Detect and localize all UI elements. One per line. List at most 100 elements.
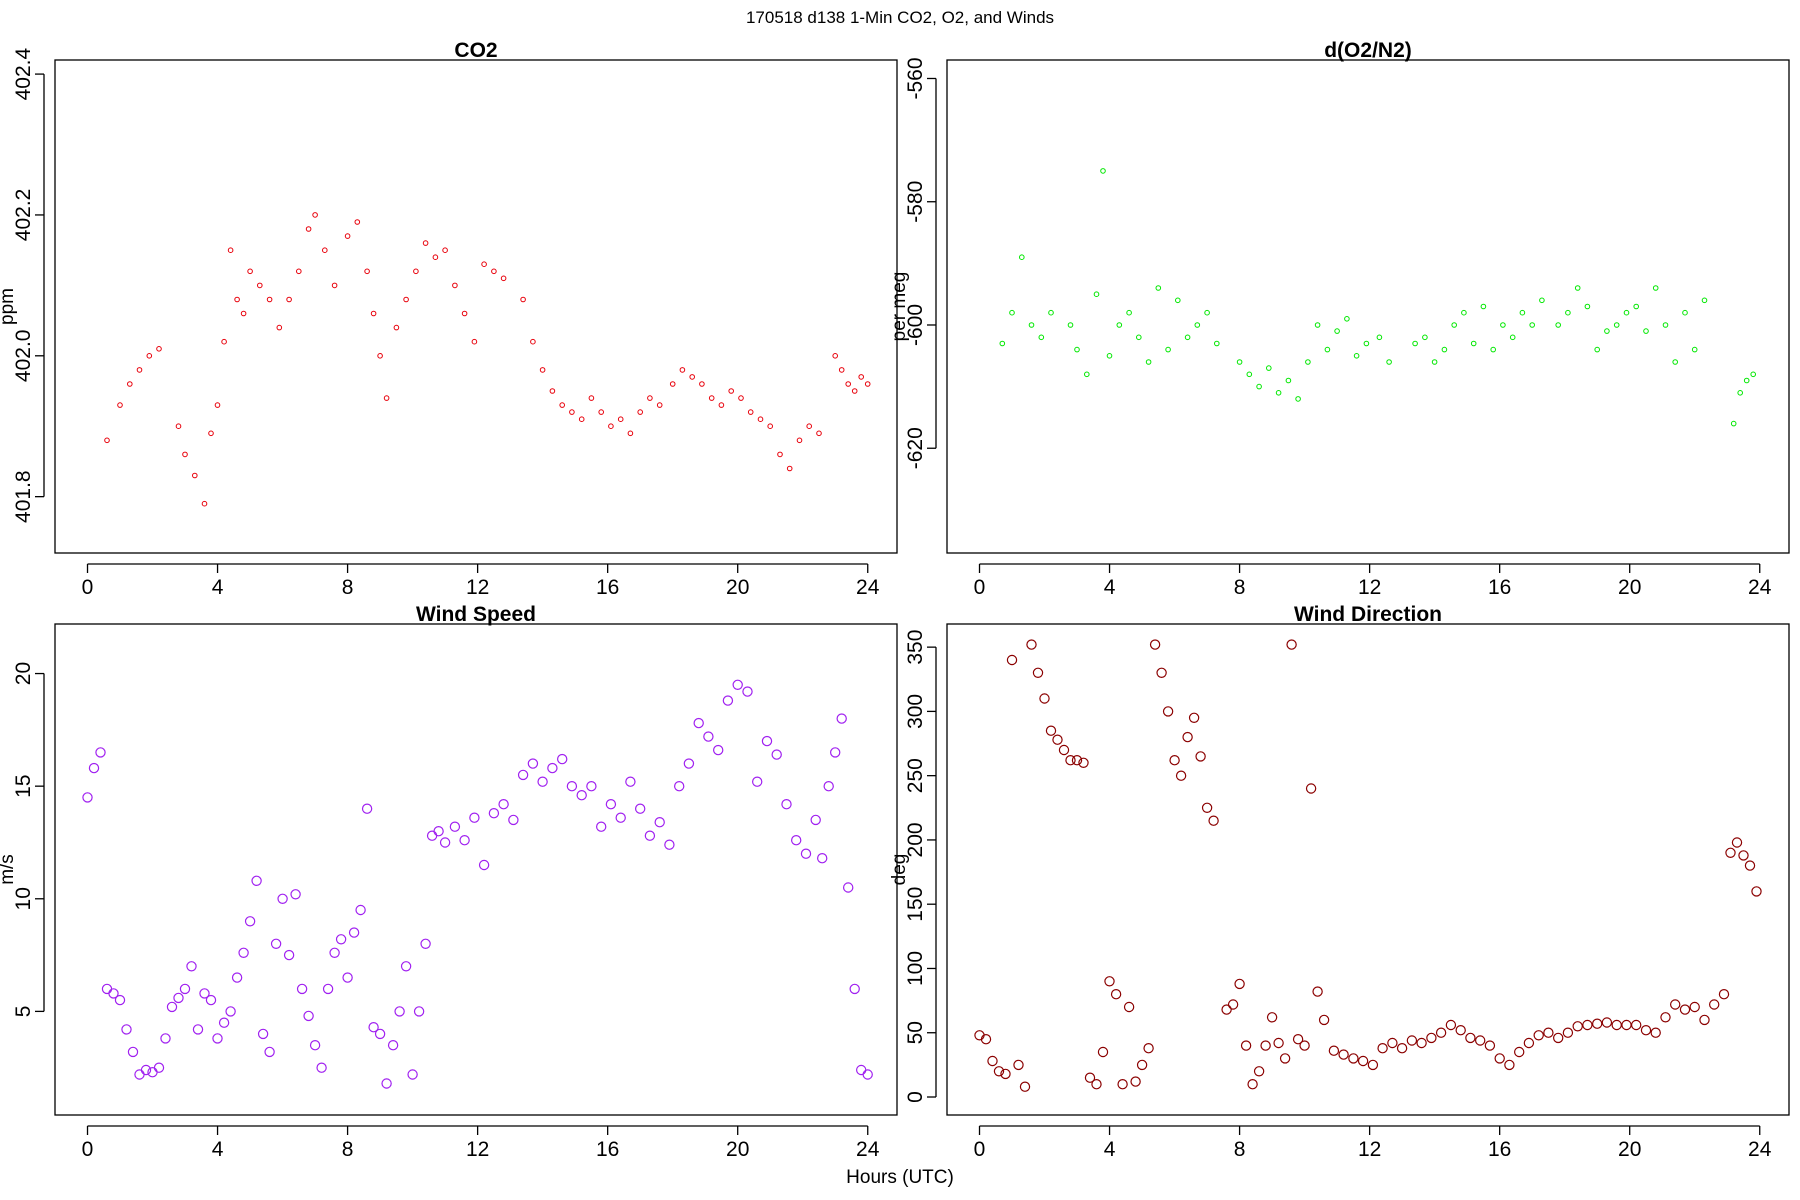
wind-speed-point bbox=[309, 1039, 321, 1051]
co2-point bbox=[851, 388, 858, 394]
co2-x-tick-label: 20 bbox=[726, 576, 749, 599]
wind-speed-point bbox=[355, 904, 366, 916]
wind-direction-point bbox=[1611, 1019, 1622, 1031]
wind-speed-point bbox=[478, 859, 490, 871]
o2-point bbox=[1509, 334, 1516, 341]
co2-y-tick-label: 402.2 bbox=[12, 189, 35, 242]
o2-point bbox=[1285, 377, 1292, 384]
wind-speed-point bbox=[498, 799, 509, 810]
wind-speed-point bbox=[251, 875, 262, 887]
wind-direction-point bbox=[1650, 1027, 1661, 1038]
wind-speed-point bbox=[862, 1069, 873, 1080]
wind-direction-point bbox=[1708, 999, 1720, 1010]
co2-point bbox=[699, 381, 705, 387]
wind-direction-point bbox=[1208, 815, 1219, 826]
o2-point bbox=[1376, 334, 1383, 341]
wind-speed-point bbox=[654, 817, 665, 828]
wind-direction-point bbox=[1348, 1053, 1359, 1064]
o2-point bbox=[1214, 340, 1220, 347]
o2-point bbox=[1009, 309, 1015, 316]
co2-point bbox=[383, 395, 390, 401]
wind-direction-points bbox=[974, 639, 1762, 1092]
wind-direction-point bbox=[1260, 1040, 1271, 1051]
co2-point bbox=[757, 416, 764, 423]
wind-direction-point bbox=[1175, 770, 1187, 781]
wind-speed-x-tick-label: 20 bbox=[726, 1138, 749, 1161]
o2-point bbox=[1529, 322, 1535, 328]
wind-direction-point bbox=[1201, 802, 1213, 814]
wind-speed-point bbox=[830, 747, 841, 758]
wind-speed-point bbox=[283, 949, 295, 961]
co2-point bbox=[136, 367, 143, 373]
wind-direction-point bbox=[1367, 1059, 1379, 1071]
co2-point bbox=[156, 346, 162, 352]
wind-direction-x-tick-label: 24 bbox=[1748, 1138, 1772, 1161]
o2-point bbox=[1519, 309, 1526, 316]
wind-direction-point bbox=[1052, 734, 1063, 745]
wind-speed-point bbox=[420, 938, 431, 950]
o2-point bbox=[1451, 322, 1457, 328]
wind-direction-point bbox=[1292, 1033, 1304, 1045]
wind-direction-point bbox=[1312, 986, 1323, 997]
co2-point bbox=[796, 437, 803, 444]
wind-direction-point bbox=[1071, 755, 1083, 766]
wind-speed-point bbox=[374, 1028, 386, 1040]
wind-speed-y-axis-label: m/s bbox=[0, 854, 18, 885]
o2-point bbox=[1305, 359, 1311, 365]
wind-direction-point bbox=[1273, 1037, 1284, 1049]
co2-point bbox=[627, 430, 634, 437]
wind-direction-point bbox=[1731, 837, 1743, 848]
co2-frame bbox=[54, 59, 898, 554]
wind-direction-point bbox=[1328, 1045, 1340, 1056]
wind-speed-point bbox=[342, 972, 353, 983]
wind-speed-point bbox=[596, 821, 607, 832]
wind-direction-point bbox=[1247, 1078, 1258, 1090]
wind-direction-panel: Wind Direction deg 0 4 8 12 16 20 24 0 50 100 150 200… bbox=[889, 603, 1790, 1161]
o2-point bbox=[1691, 346, 1698, 353]
wind-direction-point bbox=[1305, 783, 1317, 794]
co2-point bbox=[344, 233, 351, 239]
wind-direction-point bbox=[1396, 1042, 1408, 1054]
co2-point bbox=[247, 268, 253, 275]
wind-direction-point bbox=[1718, 989, 1730, 1000]
o2-point bbox=[1422, 334, 1428, 341]
wind-direction-point bbox=[1484, 1040, 1496, 1051]
wind-speed-point bbox=[95, 747, 106, 758]
o2-point bbox=[1038, 334, 1045, 341]
co2-point bbox=[461, 310, 468, 317]
o2-point bbox=[1353, 353, 1360, 359]
wind-direction-point bbox=[1240, 1040, 1252, 1051]
wind-speed-point bbox=[192, 1024, 204, 1035]
wind-direction-point bbox=[1058, 744, 1070, 756]
co2-point bbox=[201, 500, 208, 507]
wind-speed-point bbox=[810, 814, 821, 826]
wind-direction-point bbox=[1019, 1081, 1031, 1092]
o2-point bbox=[1175, 297, 1181, 304]
wind-speed-point bbox=[134, 1069, 145, 1080]
wind-speed-point bbox=[800, 848, 812, 859]
o2-point bbox=[1386, 359, 1392, 365]
wind-speed-x-tick-label: 0 bbox=[82, 1138, 94, 1161]
wind-speed-point bbox=[517, 769, 529, 781]
co2-point bbox=[738, 395, 744, 401]
wind-speed-point bbox=[303, 1010, 314, 1022]
wind-direction-point bbox=[1091, 1078, 1102, 1090]
co2-point bbox=[331, 282, 338, 289]
wind-direction-point bbox=[1494, 1053, 1505, 1064]
wind-direction-point bbox=[1387, 1037, 1398, 1049]
wind-direction-point bbox=[993, 1066, 1005, 1077]
co2-point bbox=[182, 451, 188, 458]
wind-speed-point bbox=[290, 889, 301, 900]
wind-direction-point bbox=[1149, 639, 1161, 650]
co2-point bbox=[481, 261, 487, 268]
o2-frame bbox=[946, 59, 1790, 554]
wind-direction-point bbox=[1699, 1014, 1710, 1026]
wind-direction-y-tick-label: 350 bbox=[904, 630, 927, 665]
wind-speed-point bbox=[218, 1017, 230, 1028]
co2-point bbox=[500, 275, 507, 282]
co2-point bbox=[422, 240, 429, 246]
o2-point bbox=[1067, 322, 1074, 328]
wind-speed-point bbox=[407, 1069, 418, 1080]
co2-point bbox=[276, 324, 283, 331]
wind-speed-point bbox=[212, 1033, 223, 1044]
